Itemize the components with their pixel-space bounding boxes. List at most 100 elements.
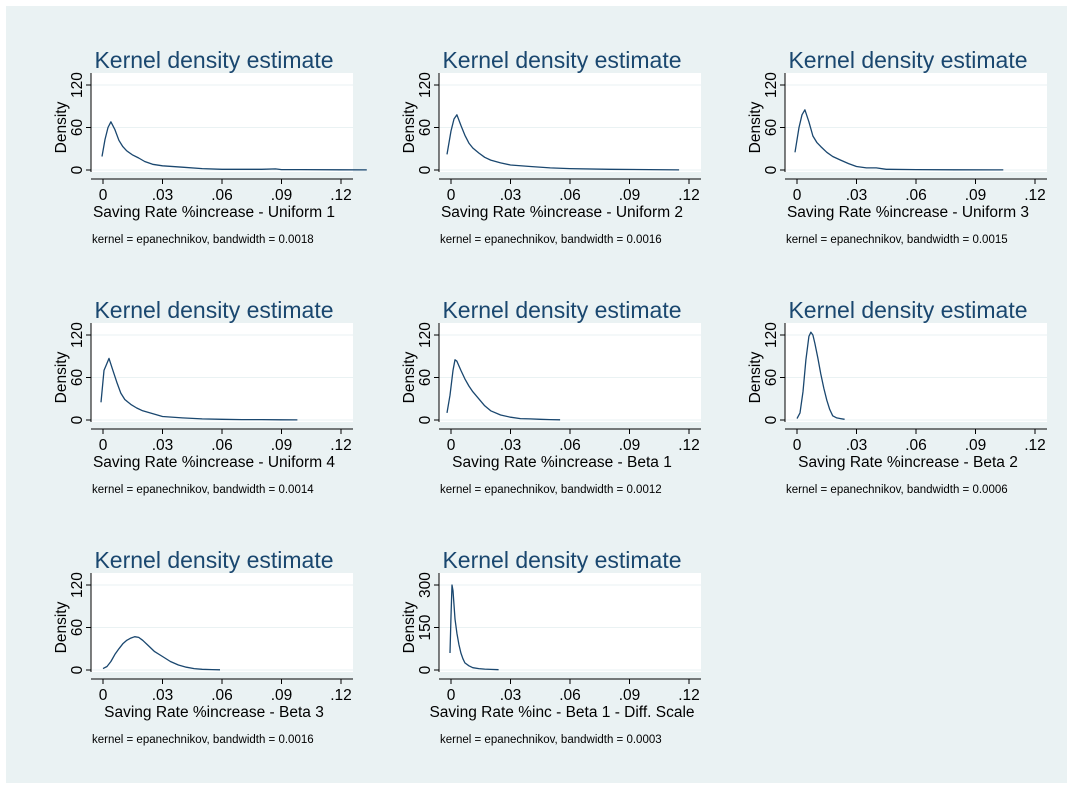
x-tick-label-1: .03 [846,187,868,204]
y-tick-label-2: 120 [69,322,86,348]
x-tick-label-3: .09 [271,187,293,204]
y-tick-label-0: 0 [417,165,434,174]
panel-title: Kernel density estimate [94,47,333,73]
x-tick-label-0: 0 [99,687,108,704]
plot-region [439,323,701,422]
kernel-note: kernel = epanechnikov, bandwidth = 0.001… [92,484,314,496]
density-curve-0 [101,121,367,171]
kernel-note: kernel = epanechnikov, bandwidth = 0.000… [440,734,662,746]
y-tick-label-0: 0 [69,165,86,174]
x-tick-label-2: .06 [559,687,581,704]
y-tick-label-2: 120 [417,322,434,348]
y-tick-label-1: 60 [69,619,86,637]
y-tick-label-0: 0 [417,665,434,674]
x-tick-label-2: .06 [905,437,927,454]
panel-title: Kernel density estimate [788,47,1027,73]
x-tick-label-0: 0 [793,437,802,454]
x-axis-label: Saving Rate %increase - Uniform 4 [93,454,335,471]
x-tick-label-3: .09 [271,687,293,704]
x-axis-label: Saving Rate %increase - Uniform 2 [441,204,683,221]
y-tick-label-1: 60 [763,119,780,137]
x-tick-label-4: .12 [330,687,352,704]
x-axis-label: Saving Rate %increase - Uniform 3 [787,204,1029,221]
x-axis-label: Saving Rate %inc - Beta 1 - Diff. Scale [429,704,694,721]
x-tick-label-3: .09 [965,187,987,204]
y-axis-label: Density [53,101,70,153]
y-tick-label-1: 150 [417,614,434,640]
x-tick-label-1: .03 [846,437,868,454]
kernel-note: kernel = epanechnikov, bandwidth = 0.001… [92,734,314,746]
x-tick-label-3: .09 [619,437,641,454]
x-tick-label-4: .12 [1024,187,1046,204]
kernel-note: kernel = epanechnikov, bandwidth = 0.000… [786,484,1008,496]
plot-region [91,73,353,172]
x-tick-label-2: .06 [211,687,233,704]
plot-region [91,573,353,672]
x-tick-label-0: 0 [447,687,456,704]
kernel-note: kernel = epanechnikov, bandwidth = 0.001… [92,234,314,246]
y-tick-label-1: 60 [417,119,434,137]
plot-region [785,323,1047,422]
x-tick-label-2: .06 [211,437,233,454]
x-axis-label: Saving Rate %increase - Beta 2 [798,454,1018,471]
plot-region [785,73,1047,172]
x-axis-label: Saving Rate %increase - Beta 1 [452,454,672,471]
kernel-note: kernel = epanechnikov, bandwidth = 0.001… [440,234,662,246]
kernel-note: kernel = epanechnikov, bandwidth = 0.001… [786,234,1008,246]
density-panel-5: 0 60 120 Density 0 .03 .06 .09 .12 Saving Rate %i… [401,297,701,496]
x-tick-label-4: .12 [1024,437,1046,454]
y-tick-label-2: 120 [69,72,86,98]
x-tick-label-0: 0 [99,437,108,454]
panel-title: Kernel density estimate [94,547,333,573]
density-curve-0 [449,584,499,671]
plot-region [439,73,701,172]
panel-title: Kernel density estimate [788,297,1027,323]
y-tick-label-0: 0 [69,665,86,674]
density-panel-7: 0 60 120 Density 0 .03 .06 .09 .12 Saving Rate %i… [53,547,353,746]
x-tick-label-4: .12 [330,187,352,204]
y-tick-label-2: 300 [417,572,434,598]
x-tick-label-0: 0 [447,437,456,454]
kernel-note: kernel = epanechnikov, bandwidth = 0.001… [440,484,662,496]
y-tick-label-2: 120 [69,572,86,598]
x-tick-label-1: .03 [152,187,174,204]
y-tick-label-2: 120 [763,322,780,348]
x-tick-label-4: .12 [678,437,700,454]
density-curve-0 [446,114,680,171]
density-curve-0 [796,331,845,420]
x-tick-label-1: .03 [152,687,174,704]
y-tick-label-1: 60 [69,119,86,137]
plot-region [439,573,701,672]
x-tick-label-3: .09 [965,437,987,454]
x-tick-label-2: .06 [559,187,581,204]
y-tick-label-1: 60 [69,369,86,387]
x-tick-label-1: .03 [500,187,522,204]
x-tick-label-4: .12 [678,187,700,204]
x-tick-label-0: 0 [793,187,802,204]
y-axis-label: Density [401,101,418,153]
y-tick-label-0: 0 [417,415,434,424]
density-curve-0 [102,636,221,671]
y-tick-label-2: 120 [417,72,434,98]
x-tick-label-4: .12 [330,437,352,454]
x-tick-label-2: .06 [905,187,927,204]
x-tick-label-1: .03 [152,437,174,454]
x-tick-label-3: .09 [271,437,293,454]
y-tick-label-1: 60 [417,369,434,387]
panel-title: Kernel density estimate [442,297,681,323]
x-tick-label-2: .06 [559,437,581,454]
x-tick-label-0: 0 [99,187,108,204]
density-panel-6: 0 60 120 Density 0 .03 .06 .09 .12 Saving Rate %i… [747,297,1047,496]
plot-region [91,323,353,422]
density-curve-0 [100,357,298,421]
y-axis-label: Density [401,601,418,653]
x-axis-label: Saving Rate %increase - Uniform 1 [93,204,335,221]
x-axis-label: Saving Rate %increase - Beta 3 [104,704,324,721]
panel-title: Kernel density estimate [442,547,681,573]
y-axis-label: Density [53,351,70,403]
